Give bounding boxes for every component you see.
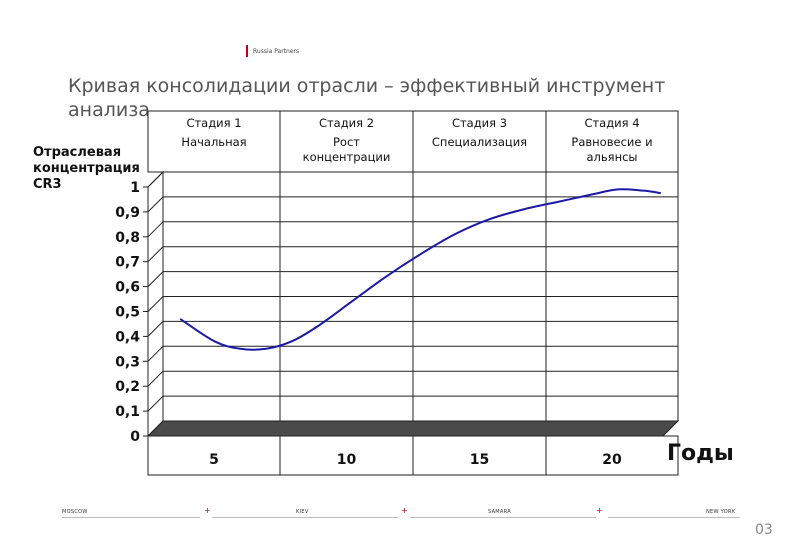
y-tick-label: 0,5: [115, 305, 140, 321]
series-group: [179, 188, 661, 351]
brand-logo: Russia Partners: [246, 45, 299, 57]
y-axis-label-line: CR3: [33, 177, 62, 192]
footer-city-moscow: MOSCOW: [62, 509, 88, 515]
y-tick-label: 0,9: [115, 205, 140, 221]
brand-name: Russia Partners: [253, 47, 300, 55]
stage-1-number: Стадия 1: [186, 116, 241, 130]
footer: MOSCOW + KIEV + SAMARA + NEW YORK: [60, 506, 740, 520]
y-tick-label: 0: [130, 429, 140, 445]
gridline-side: [147, 271, 164, 287]
footer-divider: [410, 517, 596, 518]
page-title: Кривая консолидации отрасли – эффективны…: [68, 75, 666, 121]
stage-2-name: Рост: [333, 135, 360, 149]
gridline-side: [147, 345, 164, 362]
gridline-side: [147, 171, 164, 188]
y-tick-label: 0,7: [115, 255, 140, 271]
brand-bar: [246, 45, 248, 57]
y-tick-label: 0,2: [115, 379, 140, 395]
footer-plus: +: [401, 506, 408, 515]
y-tick-label: 0,3: [115, 354, 140, 370]
x-tick-label: 10: [337, 452, 357, 468]
x-axis-ticks: 5 10 15 20: [209, 452, 622, 468]
footer-city-new-york: NEW YORK: [706, 509, 736, 515]
x-tick-label: 15: [470, 452, 489, 468]
page-number: 03: [755, 522, 773, 538]
stage-4-name: альянсы: [586, 150, 637, 164]
stage-4-name: Равновесие и: [571, 135, 652, 149]
stage-3-number: Стадия 3: [452, 116, 507, 130]
stage-2-number: Стадия 2: [319, 116, 374, 130]
gridline-side: [147, 321, 164, 337]
x-tick-label: 20: [602, 452, 622, 468]
gridline-side: [147, 246, 164, 263]
x-tick-label: 5: [209, 452, 219, 468]
y-axis-label: Отраслевая концентрация CR3: [33, 145, 140, 193]
y-tick-label: 0,6: [115, 280, 140, 296]
footer-plus: +: [204, 506, 211, 515]
y-axis-label-line: концентрация: [33, 161, 140, 176]
stage-3-name: Специализация: [432, 135, 527, 149]
y-tick-label: 0,4: [115, 329, 140, 345]
footer-divider: [212, 517, 398, 518]
stage-header-table: Стадия 1 Начальная Стадия 2 Ростконцентраци…: [147, 110, 679, 173]
y-tick-label: 0,1: [115, 404, 140, 420]
footer-plus: +: [596, 506, 603, 515]
footer-city-kiev: KIEV: [296, 509, 309, 515]
series-line: [179, 188, 661, 351]
y-tick-label: 0,8: [115, 230, 140, 246]
stage-2-name: концентрации: [303, 150, 391, 164]
stage-4-number: Стадия 4: [584, 116, 639, 130]
plot-floor: [146, 420, 680, 437]
y-axis-ticks: 1 0,9 0,8 0,7 0,6 0,5 0,4 0,3 0,2 0,1 0: [115, 180, 148, 445]
y-axis-label-line: Отраслевая: [33, 145, 122, 160]
y-tick-label: 1: [130, 180, 140, 196]
gridline-side: [147, 395, 164, 412]
gridline-side: [147, 196, 164, 213]
footer-city-samara: SAMARA: [488, 509, 511, 515]
stage-1-name: Начальная: [181, 135, 246, 149]
footer-divider: [608, 517, 740, 518]
gridline-side: [147, 221, 164, 238]
gridline-side: [147, 296, 164, 312]
footer-divider: [62, 517, 200, 518]
x-axis-label: Годы: [667, 441, 734, 466]
gridline-side: [147, 370, 164, 387]
plot-area: [146, 170, 680, 476]
